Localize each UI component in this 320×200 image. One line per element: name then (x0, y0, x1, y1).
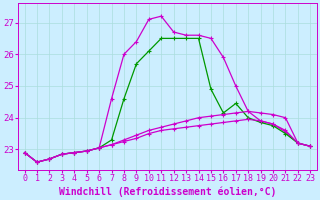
X-axis label: Windchill (Refroidissement éolien,°C): Windchill (Refroidissement éolien,°C) (59, 186, 276, 197)
